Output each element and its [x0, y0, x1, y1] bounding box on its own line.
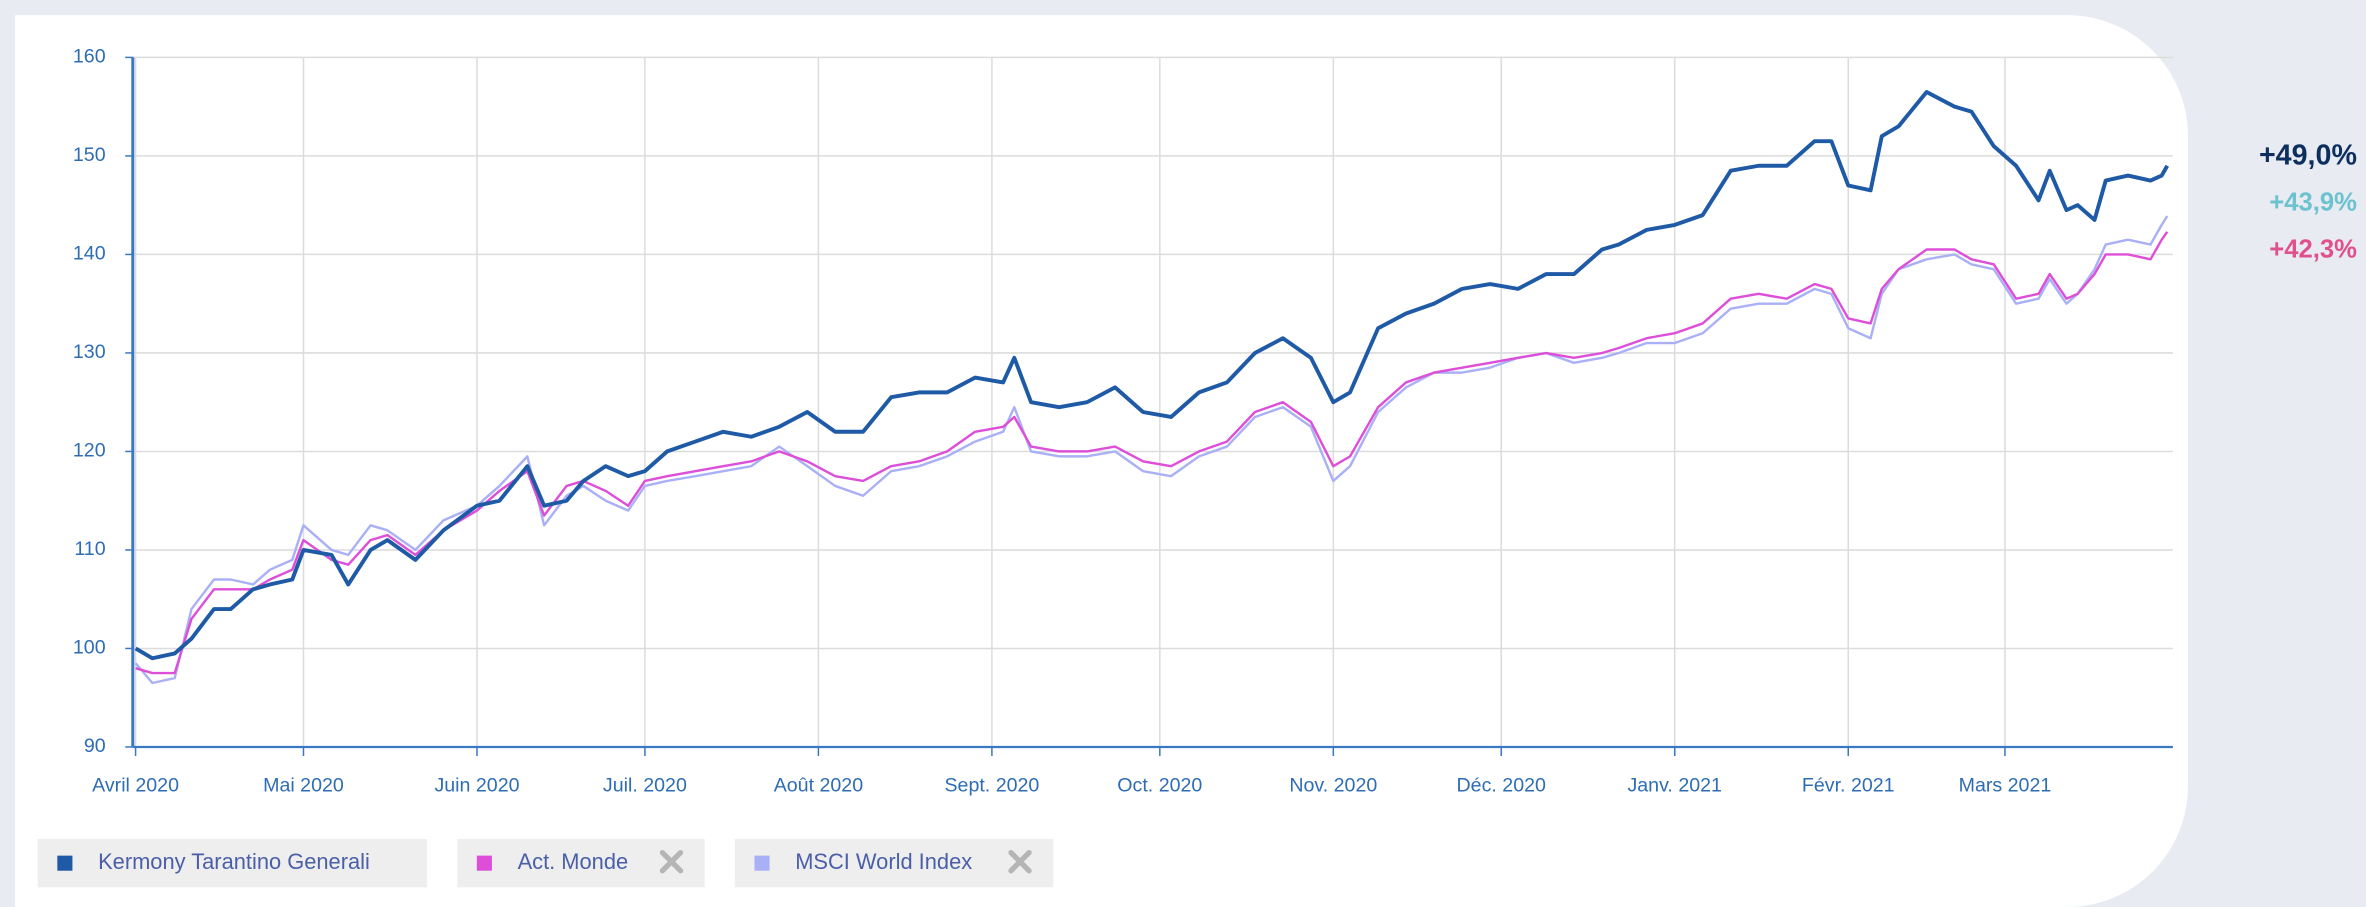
legend-label: MSCI World Index — [795, 849, 972, 874]
x-tick-label: Juil. 2020 — [603, 774, 687, 796]
end-label: +43,9% — [2269, 189, 2357, 217]
x-tick-label: Déc. 2020 — [1457, 774, 1546, 796]
legend-label: Kermony Tarantino Generali — [98, 849, 370, 874]
legend-box — [457, 839, 705, 888]
x-tick-label: Oct. 2020 — [1117, 774, 1202, 796]
legend-swatch — [476, 855, 492, 871]
x-tick-label: Avril 2020 — [92, 774, 179, 796]
y-tick-label: 150 — [73, 144, 106, 166]
chart-panel — [15, 15, 2188, 907]
end-label: +49,0% — [2259, 140, 2357, 172]
legend-swatch — [57, 855, 73, 871]
x-tick-label: Févr. 2021 — [1802, 774, 1895, 796]
x-tick-label: Nov. 2020 — [1289, 774, 1377, 796]
legend-box — [734, 839, 1054, 888]
x-tick-label: Août 2020 — [774, 774, 864, 796]
legend-remove-icon[interactable] — [1008, 849, 1032, 874]
legend-item[interactable]: Kermony Tarantino Generali — [37, 839, 428, 888]
legend-remove-icon[interactable] — [659, 849, 684, 874]
x-tick-label: Mars 2021 — [1959, 774, 2052, 796]
legend-item[interactable]: MSCI World Index — [734, 839, 1054, 888]
y-tick-label: 110 — [74, 538, 105, 560]
x-tick-label: Sept. 2020 — [944, 774, 1039, 796]
x-tick-label: Janv. 2021 — [1627, 774, 1722, 796]
series-line — [134, 215, 2169, 685]
y-tick-label: 130 — [73, 341, 106, 363]
legend-label: Act. Monde — [518, 849, 629, 874]
y-tick-label: 160 — [73, 46, 106, 68]
legend-box — [37, 839, 428, 888]
x-tick-label: Juin 2020 — [434, 774, 519, 796]
y-tick-label: 140 — [73, 243, 106, 265]
series-line — [134, 89, 2169, 661]
y-tick-label: 120 — [73, 440, 106, 462]
y-tick-label: 100 — [73, 637, 106, 659]
end-label: +42,3% — [2269, 235, 2357, 263]
y-tick-label: 90 — [84, 735, 106, 757]
x-tick-label: Mai 2020 — [263, 774, 344, 796]
legend-item[interactable]: Act. Monde — [457, 839, 705, 888]
legend-swatch — [754, 855, 770, 871]
